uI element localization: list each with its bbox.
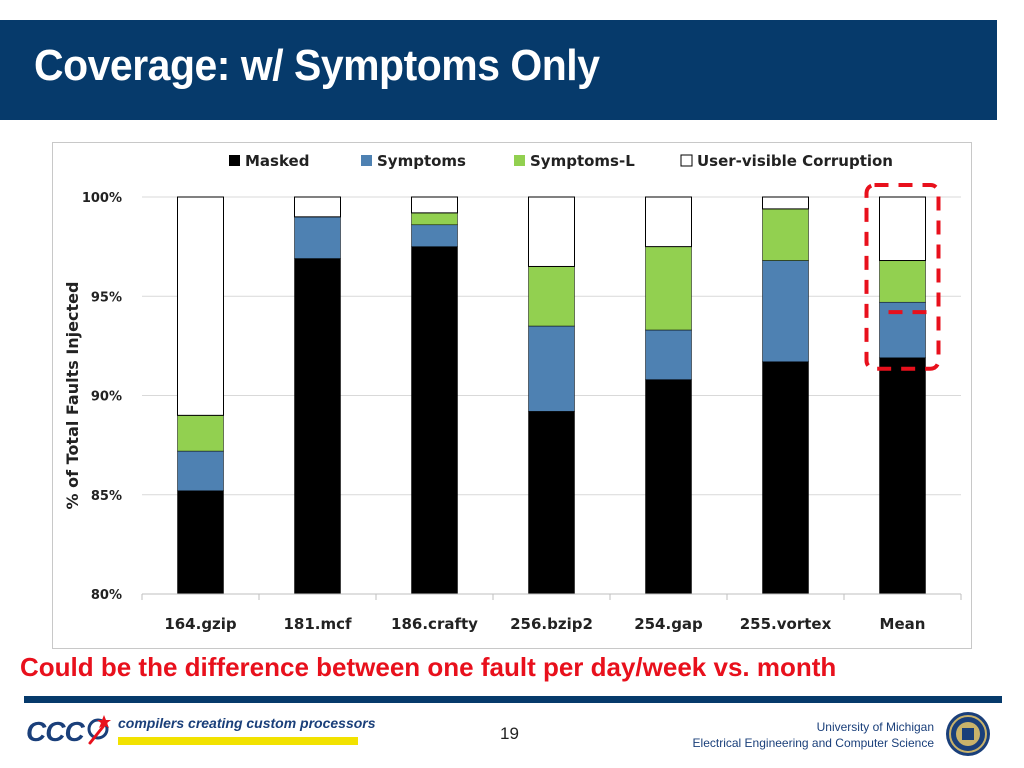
page-number: 19 [500, 724, 519, 743]
legend-label: Symptoms [377, 152, 466, 170]
bar-segment-masked [528, 411, 575, 595]
bar-segment-symptoms [762, 260, 809, 363]
x-tick-label: 256.bzip2 [510, 615, 593, 633]
bar-segment-symptoms [528, 325, 575, 412]
slide-title: Coverage: w/ Symptoms Only [34, 41, 600, 90]
bar-segment-masked [879, 357, 926, 595]
legend-label: Masked [245, 152, 309, 170]
gear-sickle-icon [87, 715, 111, 745]
y-axis-title: % of Total Faults Injected [63, 282, 82, 510]
ccc-logo: CCC [26, 716, 85, 747]
bar-segment-masked [294, 258, 341, 595]
bar-segment-symptoms-l [177, 415, 224, 452]
bar-segment-symptoms-l [762, 208, 809, 261]
title-bar [0, 20, 997, 120]
x-tick-label: 254.gap [634, 615, 703, 633]
bar-segment-user-visible-corruption [762, 196, 809, 210]
footer-rule [24, 696, 1002, 703]
x-tick-label: 181.mcf [283, 615, 352, 633]
chart-frame: 80% 85% 90% 95% 100% % of Total Faults Inject… [52, 142, 972, 649]
y-tick-label: 80% [91, 588, 122, 603]
highlight-box [864, 183, 941, 371]
legend-swatch [361, 155, 372, 166]
bar-segment-masked [411, 246, 458, 595]
legend-label: User-visible Corruption [697, 152, 893, 170]
tagline: compilers creating custom processors [118, 715, 376, 731]
legend-swatch [680, 154, 693, 167]
callout-text: Could be the difference between one faul… [20, 652, 837, 682]
bar-segment-symptoms-l [879, 260, 926, 303]
bar-segment-symptoms [411, 224, 458, 247]
bar-segment-symptoms-l [645, 246, 692, 331]
bar-segment-user-visible-corruption [528, 196, 575, 267]
bar-segment-masked [645, 379, 692, 595]
x-tick-label: 255.vortex [740, 615, 832, 633]
x-tick-label: 186.crafty [391, 615, 478, 633]
bar-segment-user-visible-corruption [177, 196, 224, 416]
university-seal-icon [946, 712, 990, 756]
bar-segment-symptoms-l [411, 212, 458, 226]
legend-swatch [514, 155, 525, 166]
y-tick-label: 95% [91, 290, 122, 305]
bar-segment-masked [762, 361, 809, 595]
bar-segment-user-visible-corruption [294, 196, 341, 218]
bar-segment-user-visible-corruption [645, 196, 692, 248]
legend-swatch [229, 155, 240, 166]
department-name: Electrical Engineering and Computer Scie… [692, 736, 934, 750]
tagline-underline [118, 737, 358, 745]
university-name: University of Michigan [816, 720, 934, 734]
bar-segment-user-visible-corruption [411, 196, 458, 214]
x-tick-label: Mean [880, 615, 926, 633]
bar-segment-symptoms [177, 450, 224, 492]
x-tick-label: 164.gzip [164, 615, 237, 633]
bar-segment-symptoms-l [528, 266, 575, 327]
y-tick-label: 90% [91, 390, 122, 405]
bar-segment-symptoms [645, 329, 692, 380]
legend-label: Symptoms-L [530, 152, 635, 170]
bar-segment-user-visible-corruption [879, 196, 926, 262]
stacked-bar-chart: 80% 85% 90% 95% 100% % of Total Faults Inject… [63, 152, 962, 633]
bar-segment-symptoms [294, 216, 341, 259]
y-tick-label: 100% [82, 191, 122, 206]
y-tick-label: 85% [91, 489, 122, 504]
bar-segment-masked [177, 490, 224, 595]
